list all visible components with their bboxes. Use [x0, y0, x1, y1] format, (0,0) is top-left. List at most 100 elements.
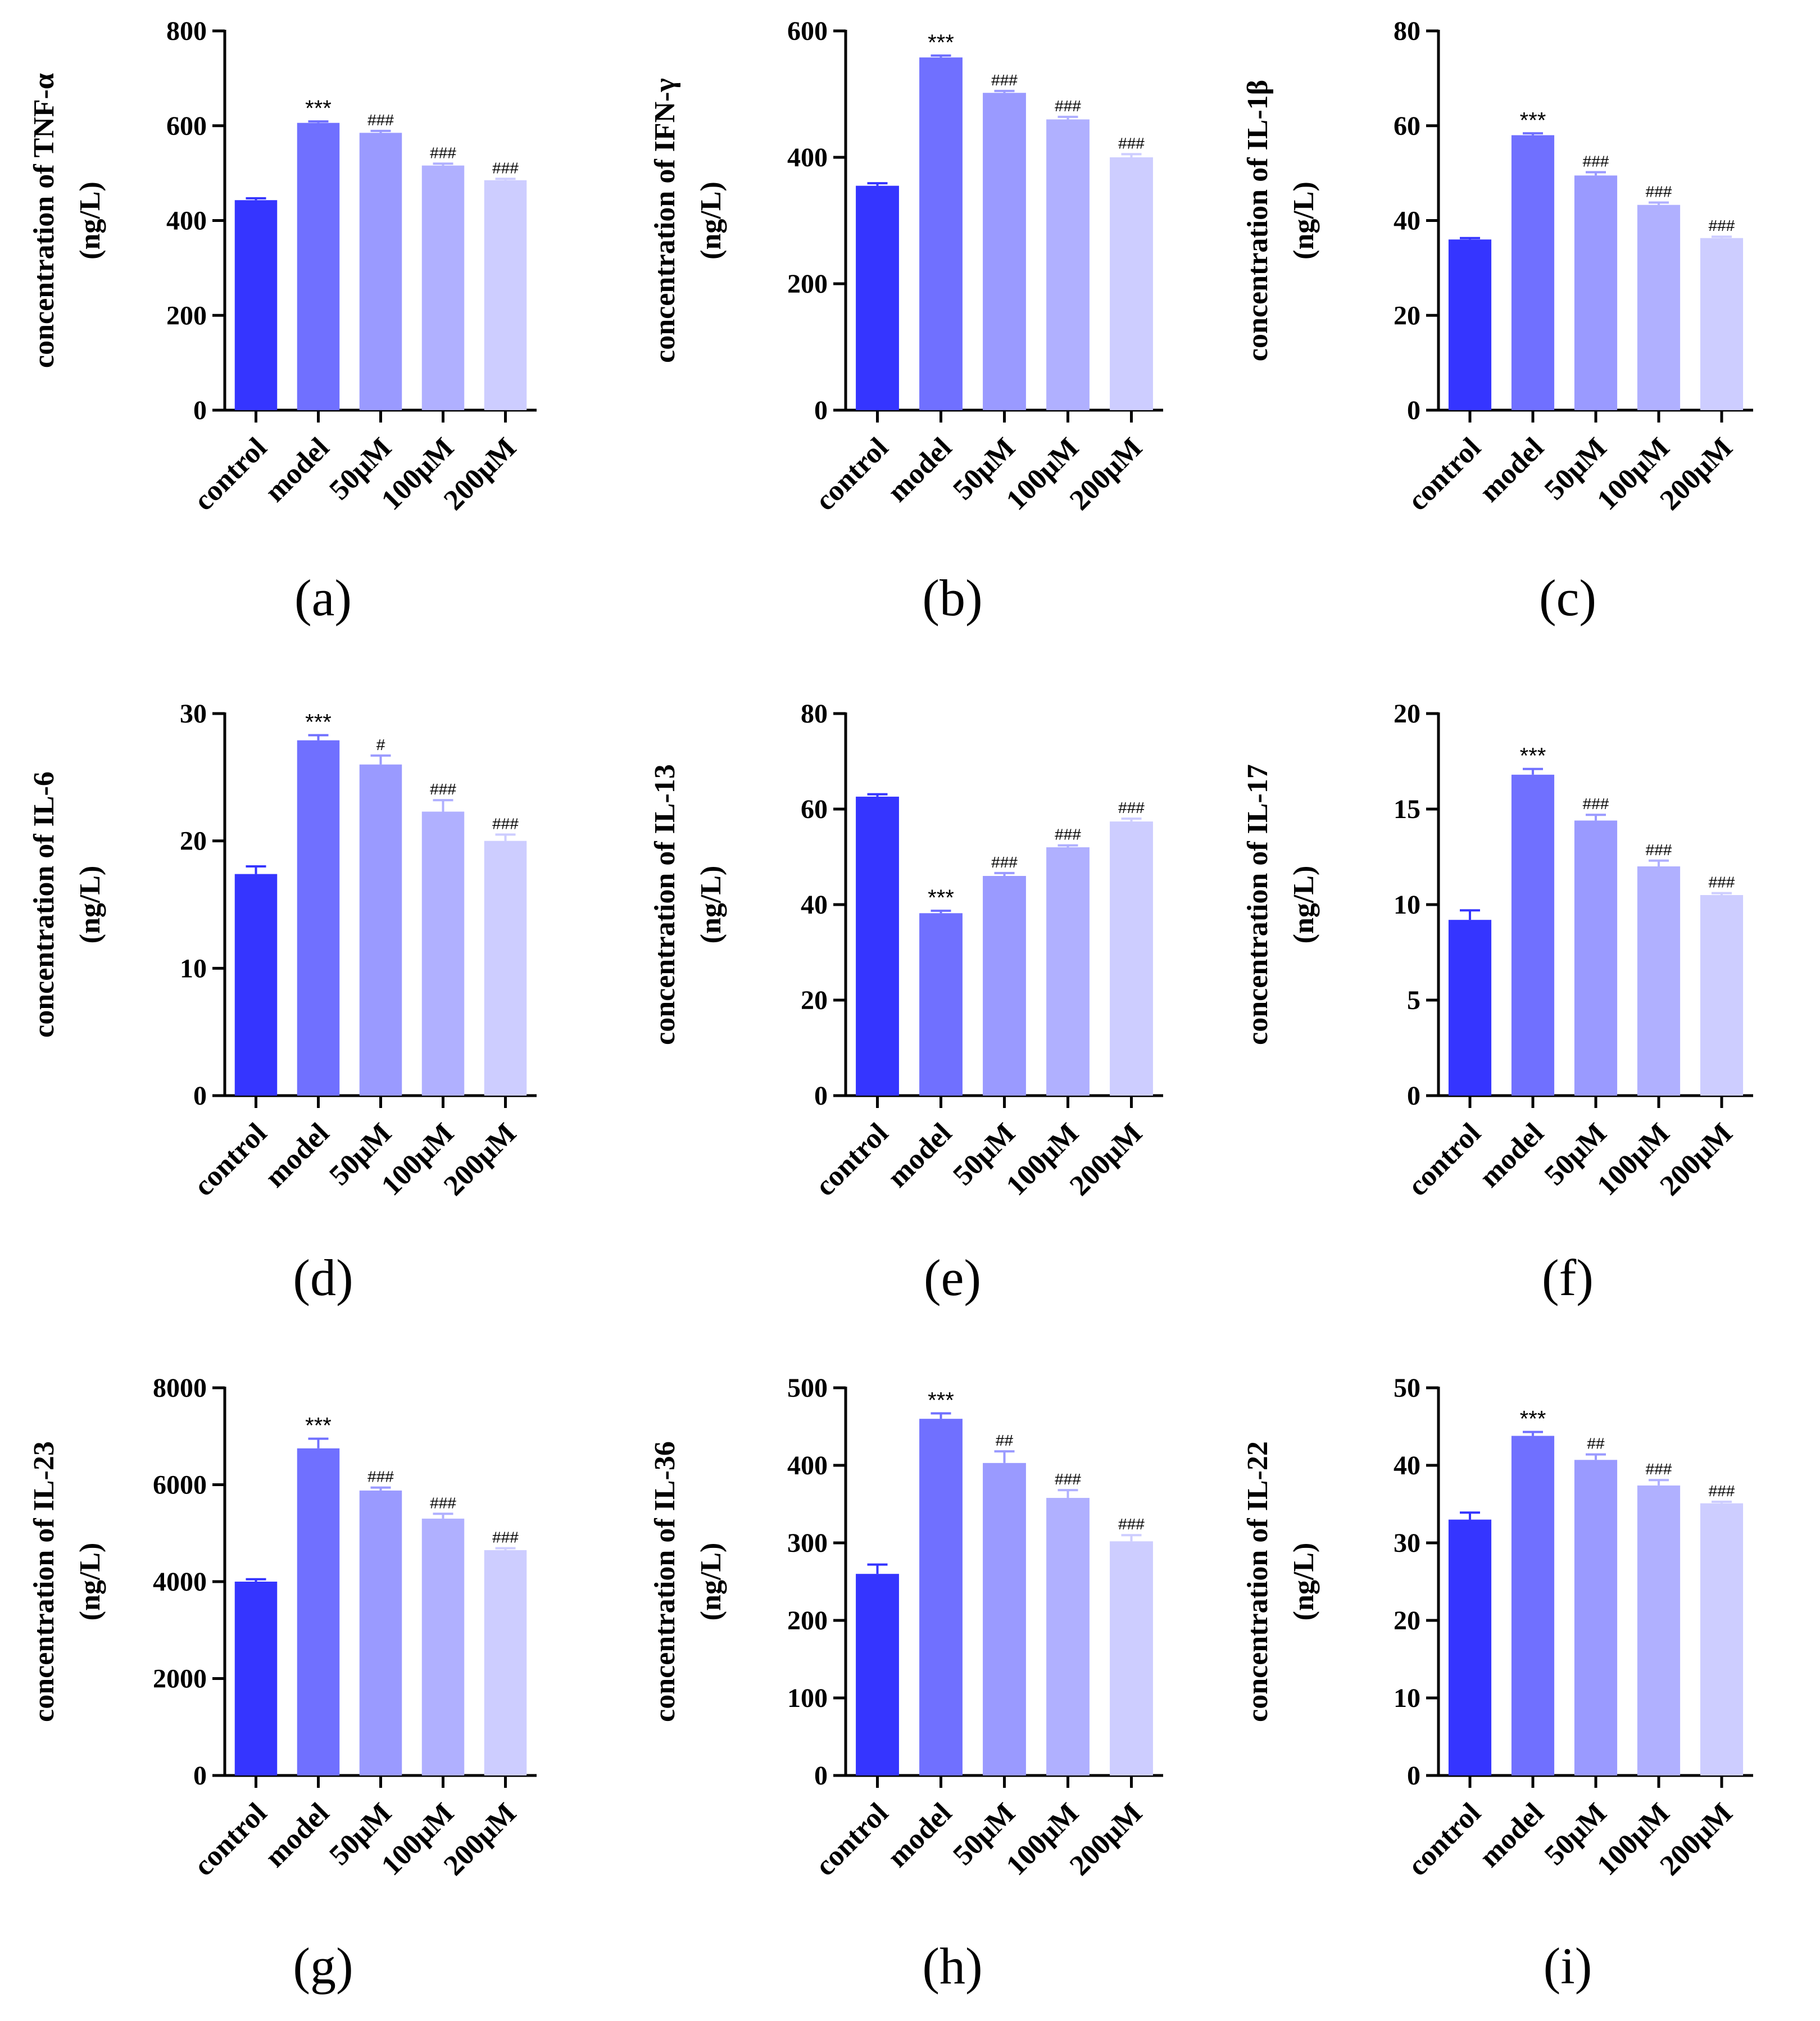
significance-label: *** — [1520, 1407, 1546, 1432]
y-tick-label: 400 — [787, 1451, 828, 1480]
y-axis-units: (ng/L) — [695, 1543, 727, 1621]
x-category-label: control — [188, 1117, 273, 1202]
significance-label: ### — [367, 1468, 394, 1486]
y-axis-units: (ng/L) — [74, 866, 106, 944]
bar-1 — [919, 913, 963, 1096]
x-category-label: 100μM — [1000, 1797, 1085, 1882]
bar-2 — [983, 876, 1026, 1096]
bar-4 — [1110, 1541, 1153, 1775]
bar-1 — [297, 740, 340, 1096]
significance-label: ### — [1709, 217, 1735, 234]
y-tick-label: 0 — [193, 1081, 207, 1111]
y-tick-label: 0 — [814, 1761, 828, 1791]
y-tick-label: 20 — [1394, 1606, 1420, 1636]
panel-caption: (b) — [922, 569, 982, 626]
y-tick-label: 0 — [193, 1761, 207, 1791]
y-tick-label: 10 — [1394, 890, 1420, 920]
bar-2 — [359, 764, 402, 1096]
bar-4 — [484, 180, 527, 410]
x-category-label: 200μM — [1654, 1117, 1739, 1202]
y-tick-label: 8000 — [153, 1373, 207, 1403]
bar-3 — [421, 811, 465, 1096]
chart-panel-f: 0 5 10 15 20 concentration of IL-17 (ng/L) cont… — [1242, 699, 1753, 1306]
y-tick-label: 4000 — [153, 1567, 207, 1597]
y-tick-label: 200 — [787, 1606, 828, 1636]
x-category-label: model — [1473, 432, 1550, 508]
x-category-label: control — [809, 432, 895, 517]
bar-4 — [1700, 238, 1744, 410]
y-tick-label: 300 — [787, 1528, 828, 1558]
x-category-label: model — [1473, 1797, 1550, 1873]
significance-label: ### — [430, 780, 456, 798]
bar-0 — [1448, 239, 1492, 410]
y-tick-label: 400 — [787, 143, 828, 172]
y-axis-units: (ng/L) — [695, 866, 727, 944]
significance-label: *** — [928, 1388, 954, 1413]
significance-label: ### — [1055, 826, 1081, 843]
y-tick-label: 600 — [166, 111, 207, 141]
x-category-label: model — [259, 1797, 335, 1873]
significance-label: ### — [1055, 97, 1081, 115]
panel-caption: (c) — [1539, 569, 1596, 626]
y-tick-label: 500 — [787, 1373, 828, 1403]
chart-panel-g: 0 2000 4000 6000 8000 concentration of IL-23 (… — [28, 1373, 537, 1995]
y-axis-title: concentration of IL-36 — [649, 1441, 681, 1722]
chart-panel-i: 0 10 20 30 40 50 concentration of IL-22 (ng/L) c… — [1242, 1373, 1753, 1995]
x-category-label: control — [809, 1117, 895, 1202]
bar-3 — [1637, 866, 1681, 1096]
bar-3 — [421, 1518, 465, 1775]
x-category-label: 200μM — [438, 432, 523, 516]
significance-label: *** — [1520, 744, 1546, 769]
y-axis-title: concentration of IFN-γ — [649, 78, 681, 363]
y-tick-label: 5 — [1407, 985, 1420, 1015]
x-category-label: model — [1473, 1117, 1550, 1193]
x-category-label: model — [882, 1797, 958, 1873]
significance-label: ## — [996, 1432, 1014, 1449]
bar-3 — [1637, 1485, 1681, 1775]
panel-caption: (h) — [922, 1937, 982, 1995]
significance-label: *** — [305, 96, 332, 121]
y-axis-units: (ng/L) — [1288, 181, 1320, 260]
bar-4 — [484, 1550, 527, 1775]
y-axis-title: concentration of IL-13 — [649, 764, 681, 1045]
significance-label: ### — [1118, 134, 1145, 152]
bar-0 — [856, 185, 899, 410]
x-category-label: model — [259, 432, 335, 508]
significance-label: ### — [430, 144, 456, 161]
x-category-label: model — [882, 432, 958, 508]
y-tick-label: 60 — [1394, 111, 1420, 141]
significance-label: ### — [991, 853, 1018, 871]
bar-3 — [1046, 847, 1090, 1096]
bar-2 — [1574, 1460, 1618, 1775]
bar-0 — [1448, 1519, 1492, 1775]
chart-panel-b: 0 200 400 600 concentration of IFN-γ (ng/L) co… — [649, 16, 1163, 626]
x-category-label: 200μM — [1654, 1797, 1739, 1882]
bar-0 — [234, 200, 278, 410]
x-category-label: 200μM — [1064, 432, 1149, 516]
panel-caption: (i) — [1544, 1937, 1592, 1995]
significance-label: ### — [1118, 1515, 1145, 1533]
significance-label: ### — [1583, 152, 1609, 170]
y-tick-label: 200 — [787, 269, 828, 299]
bar-3 — [1046, 1497, 1090, 1775]
panel-caption: (d) — [293, 1249, 353, 1306]
bar-3 — [421, 165, 465, 410]
bar-3 — [1637, 205, 1681, 410]
y-axis-units: (ng/L) — [74, 1543, 106, 1621]
panel-caption: (g) — [293, 1937, 353, 1995]
bar-1 — [297, 122, 340, 410]
y-axis-units: (ng/L) — [74, 181, 106, 260]
significance-label: ### — [991, 71, 1018, 89]
y-axis-title: concentration of IL-22 — [1242, 1441, 1274, 1722]
y-tick-label: 20 — [1394, 699, 1420, 729]
y-axis-title: concentration of IL-6 — [28, 771, 60, 1038]
significance-label: ### — [1055, 1470, 1081, 1488]
bar-0 — [234, 1582, 278, 1775]
significance-label: ### — [1583, 795, 1609, 812]
y-tick-label: 0 — [1407, 1761, 1420, 1791]
y-axis-units: (ng/L) — [1288, 1543, 1320, 1621]
significance-label: ### — [1709, 874, 1735, 891]
significance-label: ### — [1709, 1482, 1735, 1500]
significance-label: ### — [492, 815, 519, 832]
y-axis-title: concentration of TNF-α — [28, 73, 60, 368]
